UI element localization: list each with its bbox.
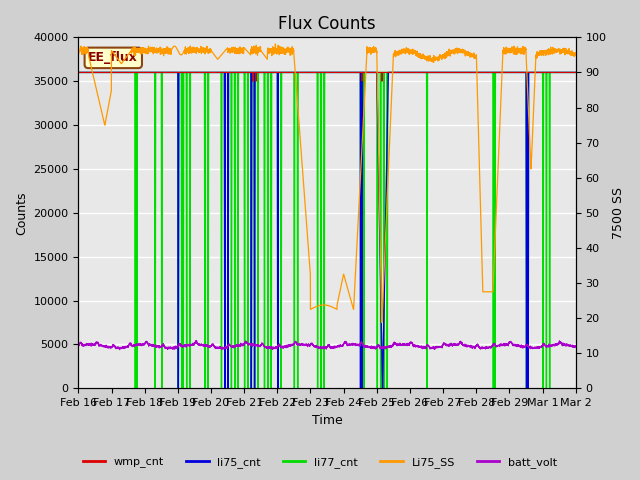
Text: EE_flux: EE_flux — [88, 51, 138, 64]
Y-axis label: 7500 SS: 7500 SS — [612, 187, 625, 239]
Y-axis label: Counts: Counts — [15, 191, 28, 235]
Title: Flux Counts: Flux Counts — [278, 15, 376, 33]
X-axis label: Time: Time — [312, 414, 342, 427]
Legend: wmp_cnt, li75_cnt, li77_cnt, Li75_SS, batt_volt: wmp_cnt, li75_cnt, li77_cnt, Li75_SS, ba… — [78, 452, 562, 472]
